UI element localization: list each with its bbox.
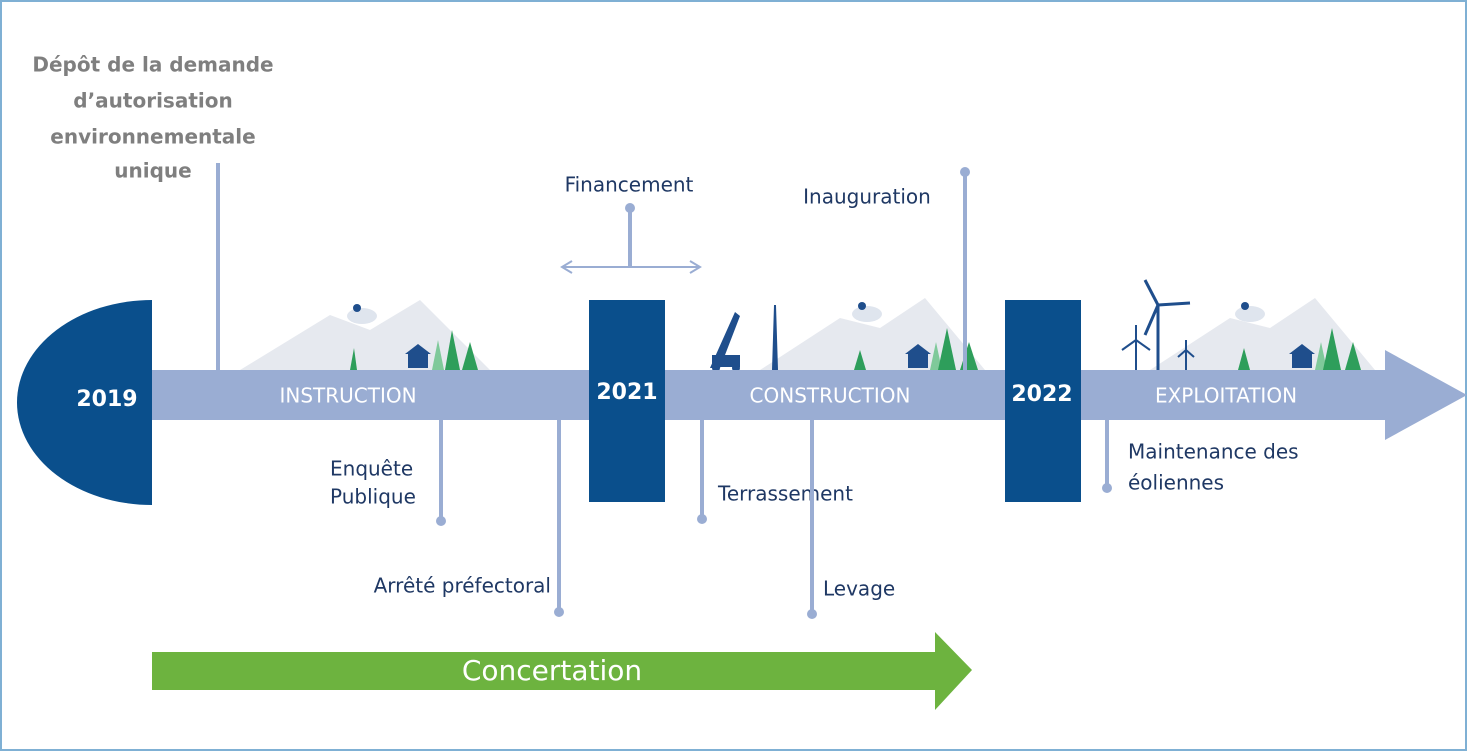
milestone-dot — [554, 607, 564, 617]
milestone-label: Inauguration — [803, 185, 931, 209]
year-label: 2021 — [596, 380, 657, 405]
milestone-label: Financement — [565, 173, 694, 197]
milestone-label: Dépôt de la demande — [32, 53, 273, 77]
milestone-label: Enquête — [330, 457, 413, 481]
scenery — [240, 280, 1375, 372]
milestone-label: Publique — [330, 485, 416, 509]
milestone-label: d’autorisation — [73, 89, 232, 113]
phase-label: INSTRUCTION — [279, 384, 416, 408]
phase-label: EXPLOITATION — [1155, 384, 1297, 408]
year-label: 2022 — [1011, 382, 1072, 407]
milestone-dot — [697, 514, 707, 524]
milestone-label: Terrassement — [717, 482, 853, 506]
milestone-dot — [625, 203, 635, 213]
milestone-label: Arrêté préfectoral — [374, 574, 551, 598]
milestone-label: Maintenance des — [1128, 440, 1299, 464]
milestone-dot — [1102, 483, 1112, 493]
milestone-label: éoliennes — [1128, 471, 1224, 495]
milestone-dot — [807, 609, 817, 619]
milestone-label: unique — [114, 159, 191, 183]
concertation-label: Concertation — [462, 654, 642, 687]
milestone-dot — [960, 167, 970, 177]
milestone-label: Levage — [823, 577, 895, 601]
year-label: 2019 — [76, 387, 137, 412]
milestone-dot — [436, 516, 446, 526]
milestone-label: environnementale — [50, 125, 255, 149]
phase-label: CONSTRUCTION — [750, 384, 911, 408]
timeline-diagram: 2019 2021 2022 INSTRUCTION CONSTRUCTION … — [0, 0, 1467, 751]
